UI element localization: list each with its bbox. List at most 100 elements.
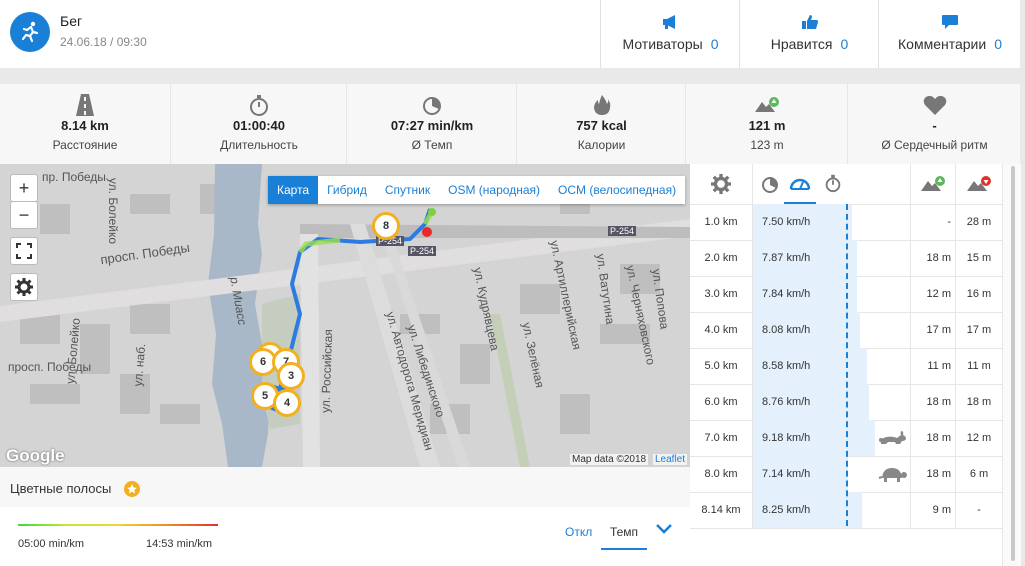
- pace-icon: [347, 94, 517, 116]
- stat-caption: Расстояние: [52, 138, 118, 152]
- stat-value: -: [932, 118, 937, 133]
- motivators-button[interactable]: Мотиваторы 0: [600, 0, 740, 68]
- running-icon: [10, 12, 50, 52]
- scrollbar-thumb[interactable]: [1011, 166, 1015, 561]
- split-ascent: 18 m: [910, 420, 955, 456]
- speed-bar: [753, 384, 869, 420]
- map-tiles: [0, 164, 690, 467]
- max-pace-label: 14:53 min/km: [146, 538, 213, 550]
- km-marker[interactable]: 4: [273, 389, 301, 417]
- map-type-tabs: Карта Гибрид Спутник OSM (народная) OCM …: [268, 176, 686, 204]
- tab-satellite[interactable]: Спутник: [384, 183, 431, 197]
- speedometer-icon: [789, 178, 811, 190]
- tab-hybrid[interactable]: Гибрид: [327, 183, 367, 197]
- tab-osm[interactable]: OSM (народная): [448, 183, 540, 197]
- speed-column-button[interactable]: [784, 164, 816, 204]
- stat-pace: 07:27 min/km Ø Темп: [346, 84, 517, 164]
- chevron-down-icon[interactable]: [655, 523, 673, 535]
- stat-distance: 8.14 km Расстояние: [0, 84, 170, 164]
- leaflet-link[interactable]: Leaflet: [653, 454, 688, 465]
- like-button[interactable]: Нравится 0: [739, 0, 879, 68]
- stat-value: 121 m: [748, 118, 786, 133]
- split-distance: 7.0 km: [690, 420, 753, 456]
- stopwatch-icon: [171, 94, 347, 116]
- gear-icon: [15, 278, 33, 296]
- street-label: ул. Российская: [318, 328, 336, 414]
- split-descent: 17 m: [955, 312, 1002, 348]
- stat-heart-rate: - Ø Сердечный ритм: [847, 84, 1021, 164]
- off-toggle[interactable]: Откл: [565, 525, 593, 539]
- km-marker[interactable]: 8: [372, 212, 400, 240]
- split-speed: 9.18 km/h: [762, 432, 811, 444]
- stat-elevation: 121 m 123 m: [685, 84, 848, 164]
- tab-ocm[interactable]: OCM (велосипедная): [558, 183, 677, 197]
- pace-legend: 05:00 min/km 14:53 min/km Откл Темп: [0, 507, 690, 566]
- scrollbar[interactable]: [1002, 164, 1021, 566]
- split-ascent: -: [910, 204, 955, 240]
- pace-toggle[interactable]: Темп: [601, 525, 647, 550]
- split-descent: 15 m: [955, 240, 1002, 276]
- thumbs-up-icon: [740, 14, 879, 35]
- speed-bar: [753, 312, 860, 348]
- elevation-up-icon: [686, 94, 848, 116]
- split-ascent: 18 m: [910, 456, 955, 492]
- split-speed: 8.76 km/h: [762, 396, 811, 408]
- tab-map[interactable]: Карта: [268, 176, 319, 204]
- split-row: 4.0 km 8.08 km/h 17 m 17 m: [690, 312, 1002, 349]
- comments-count: 0: [994, 36, 1002, 52]
- split-descent: 28 m: [955, 204, 1002, 240]
- route-shield: Р-254: [408, 246, 437, 256]
- stat-value: 8.14 km: [61, 118, 109, 133]
- comments-label: Комментарии: [898, 36, 987, 52]
- split-distance: 1.0 km: [690, 204, 753, 240]
- split-ascent: 9 m: [910, 492, 955, 528]
- split-distance: 6.0 km: [690, 384, 753, 420]
- km-marker[interactable]: 3: [277, 362, 305, 390]
- elevation-down-icon: [967, 176, 991, 191]
- speed-bar: [753, 348, 867, 384]
- google-logo: Google: [6, 446, 65, 465]
- route-map[interactable]: пр. Победы просп. Победы просп. Победы у…: [0, 164, 690, 467]
- split-ascent: 17 m: [910, 312, 955, 348]
- split-descent: 11 m: [955, 348, 1002, 384]
- split-speed: 8.58 km/h: [762, 360, 811, 372]
- min-pace-label: 05:00 min/km: [18, 538, 85, 550]
- speed-bar: [753, 492, 862, 528]
- stat-value: 01:00:40: [232, 118, 286, 133]
- elevation-up-icon: [921, 176, 945, 191]
- route-shield: Р-254: [608, 226, 637, 236]
- map-settings-button[interactable]: [10, 273, 38, 301]
- motivators-count: 0: [710, 36, 719, 52]
- route-shield: Р-254: [376, 236, 405, 246]
- fullscreen-icon: [16, 243, 32, 259]
- split-distance: 8.14 km: [690, 492, 753, 528]
- fullscreen-button[interactable]: [10, 237, 38, 265]
- pace-gradient: [18, 524, 218, 526]
- zoom-out-button[interactable]: −: [10, 201, 38, 229]
- ascent-column-button[interactable]: [910, 164, 955, 204]
- split-speed: 7.14 km/h: [762, 468, 811, 480]
- heart-icon: [848, 94, 1021, 116]
- activity-header: Бег 24.06.18 / 09:30 Мотиваторы 0 Нравитс…: [0, 0, 1020, 68]
- split-distance: 8.0 km: [690, 456, 753, 492]
- time-column-button[interactable]: [820, 164, 846, 204]
- split-row: 8.14 km 8.25 km/h 9 m-: [690, 492, 1002, 529]
- like-count: 0: [840, 36, 849, 52]
- split-speed: 7.84 km/h: [762, 288, 811, 300]
- pace-column-button[interactable]: [758, 164, 782, 204]
- split-descent: 6 m: [955, 456, 1002, 492]
- split-row: 1.0 km 7.50 km/h -28 m: [690, 204, 1002, 241]
- splits-header: [690, 164, 1002, 205]
- settings-button[interactable]: [690, 164, 753, 204]
- descent-column-button[interactable]: [955, 164, 1002, 204]
- stat-caption: Калории: [577, 138, 626, 152]
- speed-bar: [753, 420, 875, 456]
- speed-bar: [753, 204, 852, 240]
- zoom-in-button[interactable]: +: [10, 174, 38, 202]
- comments-button[interactable]: Комментарии 0: [878, 0, 1021, 68]
- flame-icon: [517, 94, 686, 116]
- turtle-icon: [878, 468, 907, 482]
- street-label: пр. Победы: [42, 170, 106, 184]
- split-speed: 8.08 km/h: [762, 324, 811, 336]
- split-descent: 12 m: [955, 420, 1002, 456]
